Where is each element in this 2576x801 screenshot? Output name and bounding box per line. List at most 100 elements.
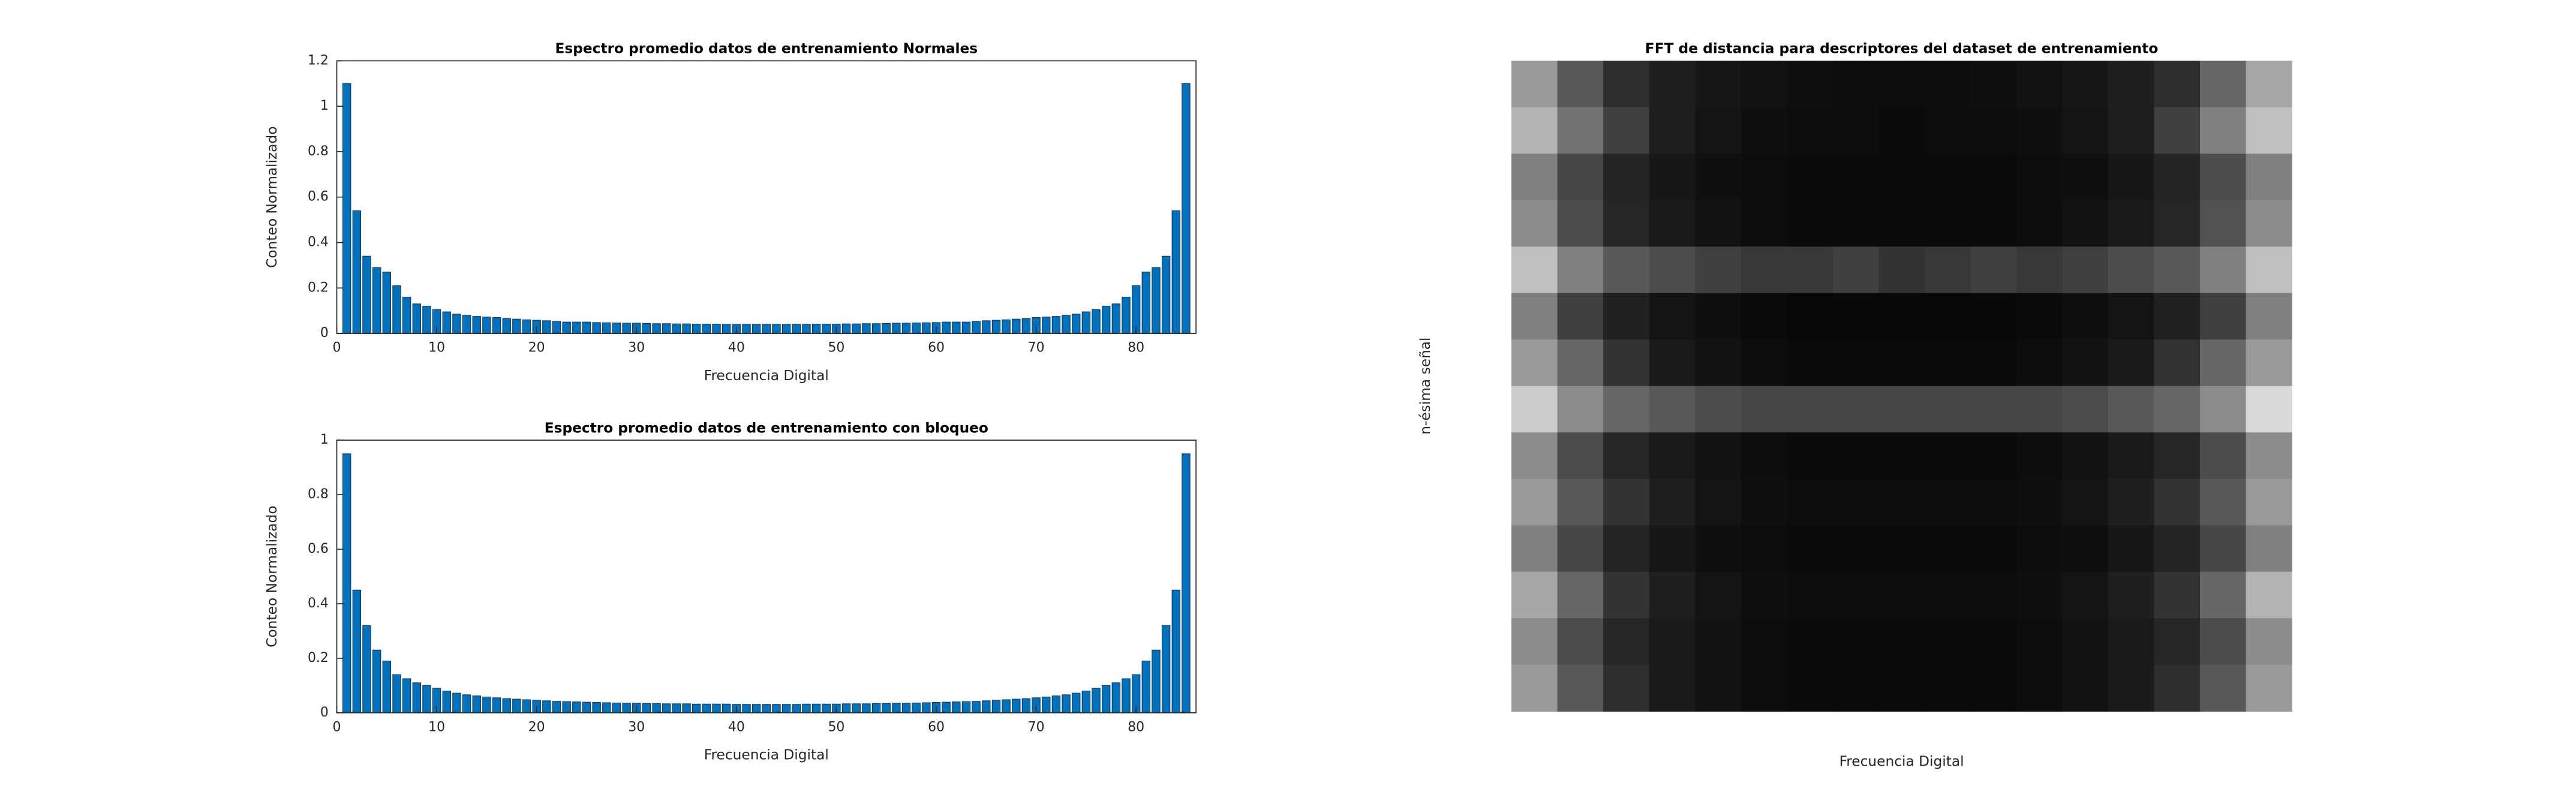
bar xyxy=(822,324,831,334)
heatmap-cell xyxy=(1603,339,1650,387)
heatmap-cell xyxy=(1970,293,2017,341)
bar xyxy=(562,321,571,334)
bar xyxy=(692,703,701,713)
heatmap-cell xyxy=(1557,200,1604,248)
heatmap-cell xyxy=(1511,478,1558,526)
bar xyxy=(991,320,1001,334)
heatmap-cell xyxy=(2016,200,2063,248)
heatmap-cell xyxy=(1787,61,1833,108)
heatmap-cell xyxy=(1787,618,1833,666)
bar xyxy=(852,703,861,713)
plot-area xyxy=(336,61,1197,334)
bar xyxy=(742,324,751,334)
bar xyxy=(862,323,871,334)
y-axis-label: Conteo Normalizado xyxy=(264,127,280,268)
heatmap-cell xyxy=(1970,386,2017,433)
heatmap-cell xyxy=(1511,246,1558,294)
heatmap-cell xyxy=(2108,618,2155,666)
heatmap-cell xyxy=(1787,664,1833,712)
bar xyxy=(642,703,651,713)
heatmap-cell xyxy=(1878,478,1925,526)
heatmap-cell xyxy=(1924,525,1971,573)
heatmap-cell xyxy=(2246,107,2292,155)
bar xyxy=(1131,285,1141,334)
bar xyxy=(1072,314,1081,334)
bar xyxy=(1161,255,1171,334)
bar xyxy=(922,322,931,334)
bar xyxy=(402,296,411,334)
heatmap-cell xyxy=(1970,478,2017,526)
bar xyxy=(712,324,721,334)
heatmap-cell xyxy=(2154,107,2201,155)
heatmap-cell xyxy=(1603,61,1650,108)
y-tick-label: 0.6 xyxy=(308,189,329,204)
heatmap-cell xyxy=(1970,571,2017,619)
bar xyxy=(1051,695,1061,713)
heatmap-cell xyxy=(2200,618,2247,666)
heatmap-cell xyxy=(1649,664,1696,712)
heatmap-cell xyxy=(2246,61,2292,108)
heatmap-cell xyxy=(2246,478,2292,526)
heatmap-cell xyxy=(2016,293,2063,341)
heatmap-cell xyxy=(2200,664,2247,712)
bar xyxy=(412,682,422,713)
bar xyxy=(572,701,581,713)
heatmap-cell xyxy=(1924,246,1971,294)
heatmap-cell xyxy=(2154,571,2201,619)
heatmap-cell xyxy=(1741,246,1788,294)
y-axis-label: Conteo Normalizado xyxy=(264,505,280,647)
bar xyxy=(692,324,701,334)
heatmap-cell xyxy=(2200,200,2247,248)
heatmap-cell xyxy=(1787,386,1833,433)
heatmap-cell xyxy=(1695,107,1742,155)
bar xyxy=(952,701,961,713)
heatmap-cell xyxy=(1511,525,1558,573)
heatmap-cell xyxy=(1832,664,1880,712)
heatmap-cell xyxy=(2246,664,2292,712)
bar xyxy=(1141,660,1151,713)
y-tick-label: 0.6 xyxy=(308,541,329,556)
heatmap-cell xyxy=(2062,339,2109,387)
heatmap-cell xyxy=(1695,153,1742,201)
heatmap-cell xyxy=(1878,664,1925,712)
bar xyxy=(762,324,771,334)
heatmap-cell xyxy=(2246,153,2292,201)
bar xyxy=(622,703,631,713)
heatmap-cell xyxy=(1970,107,2017,155)
x-tick-label: 40 xyxy=(728,341,745,356)
chart-title: Espectro promedio datos de entrenamiento… xyxy=(555,41,978,57)
bar xyxy=(722,703,731,713)
bar xyxy=(1171,210,1181,334)
bar xyxy=(792,704,801,713)
bar xyxy=(392,674,401,713)
heatmap-cell xyxy=(1878,432,1925,480)
heatmap-cell xyxy=(2062,571,2109,619)
heatmap-cell xyxy=(1924,339,1971,387)
y-tick-label: 1 xyxy=(320,432,329,447)
heatmap-cell xyxy=(1924,571,1971,619)
bar xyxy=(372,267,381,334)
heatmap-cell xyxy=(1603,525,1650,573)
heatmap-cell xyxy=(1603,664,1650,712)
heatmap-cell xyxy=(1970,339,2017,387)
heatmap-cell xyxy=(1832,61,1880,108)
x-axis-label: Frecuencia Digital xyxy=(1839,754,1964,770)
heatmap-cell xyxy=(1878,246,1925,294)
heatmap-cell xyxy=(2246,618,2292,666)
heatmap-cell xyxy=(2200,293,2247,341)
heatmap-cell xyxy=(1649,153,1696,201)
heatmap-cell xyxy=(1924,153,1971,201)
heatmap-cell xyxy=(1649,107,1696,155)
heatmap-cell xyxy=(1787,246,1833,294)
heatmap-cell xyxy=(1878,293,1925,341)
heatmap-cell xyxy=(1511,293,1558,341)
bar xyxy=(682,323,691,334)
bar xyxy=(1101,685,1111,713)
heatmap-cell xyxy=(1832,386,1880,433)
bar xyxy=(492,697,501,713)
bar xyxy=(502,318,511,334)
x-tick-label: 10 xyxy=(428,720,445,735)
heatmap-cell xyxy=(1741,664,1788,712)
heatmap-cell xyxy=(2016,246,2063,294)
